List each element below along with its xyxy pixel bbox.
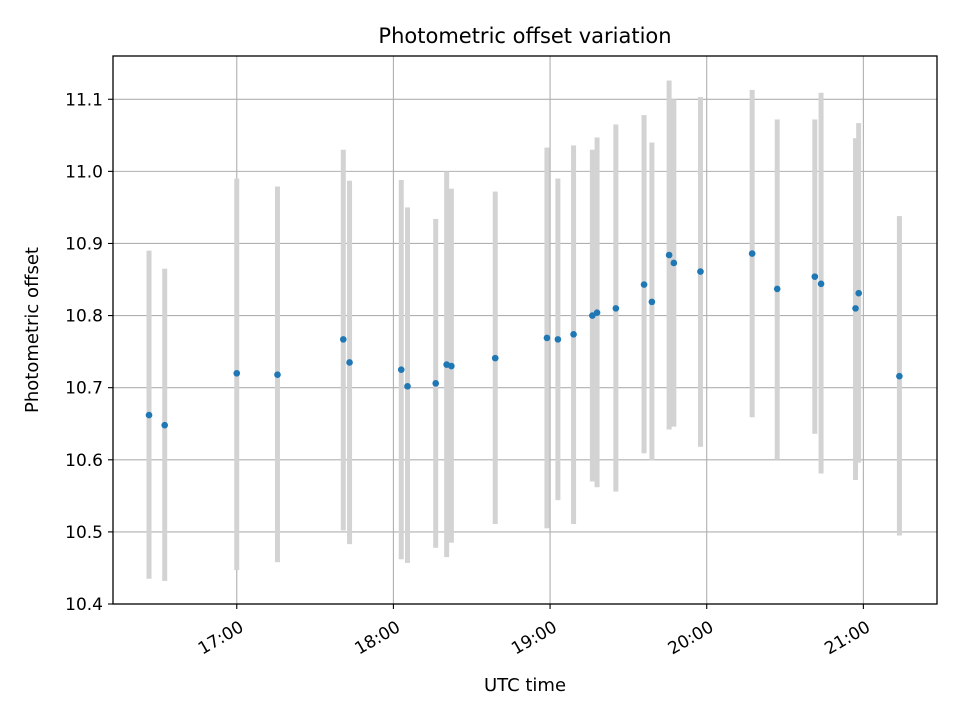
y-tick-label: 10.8	[65, 307, 103, 327]
data-point	[852, 305, 859, 312]
data-point	[773, 285, 781, 293]
data-point	[855, 289, 862, 297]
data-point	[554, 336, 562, 343]
data-point	[665, 251, 673, 259]
data-point	[748, 250, 756, 257]
data-point	[491, 354, 499, 362]
y-tick-label: 10.7	[65, 379, 103, 399]
y-tick-label: 11.0	[65, 162, 103, 182]
data-point	[648, 298, 656, 306]
data-point	[697, 268, 704, 275]
data-point	[570, 331, 577, 338]
data-point	[233, 369, 241, 377]
data-point	[811, 273, 819, 280]
data-point	[612, 305, 620, 312]
data-point	[593, 309, 601, 316]
y-tick-label: 10.9	[65, 234, 103, 254]
plot-area	[112, 55, 938, 605]
data-point	[432, 380, 440, 387]
data-point	[397, 366, 405, 373]
data-point	[448, 362, 455, 370]
data-point	[274, 371, 281, 379]
y-tick-label: 10.5	[65, 523, 103, 543]
y-axis-title: Photometric offset	[22, 247, 43, 413]
data-point	[640, 281, 648, 288]
y-tick-label: 11.1	[65, 90, 103, 110]
data-point	[339, 336, 347, 343]
data-point	[543, 334, 551, 342]
data-point	[145, 411, 153, 419]
data-point	[161, 421, 168, 429]
data-point	[404, 382, 411, 390]
x-axis-title: UTC time	[484, 675, 566, 696]
y-tick-label: 10.6	[65, 451, 103, 471]
grid	[113, 56, 937, 605]
y-tick-label: 10.4	[65, 595, 103, 615]
data-point	[670, 259, 678, 267]
data-point	[817, 280, 825, 288]
data-points	[145, 250, 903, 429]
chart-title: Photometric offset variation	[378, 24, 671, 48]
data-point	[346, 359, 353, 366]
data-point	[896, 372, 903, 380]
